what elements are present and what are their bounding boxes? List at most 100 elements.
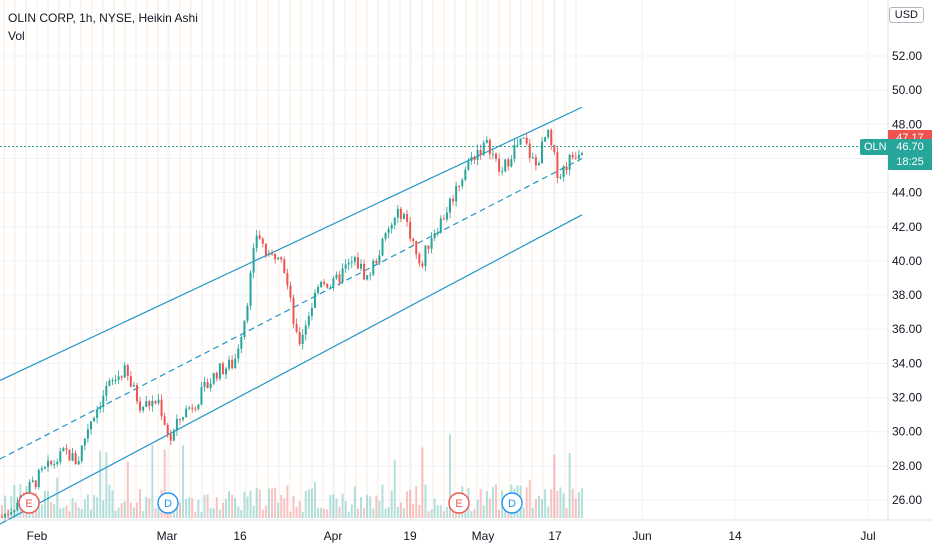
candle-body <box>280 257 283 260</box>
x-tick-label: Apr <box>324 529 343 543</box>
volume-bar <box>313 481 316 518</box>
volume-bar <box>114 510 117 518</box>
time-axis-labels: Feb Mar 16 Apr 19 May 17 Jun 14 Jul <box>27 529 876 543</box>
volume-bar <box>172 508 175 518</box>
session-vlines <box>3 0 577 520</box>
volume-bar <box>439 505 442 518</box>
candle-body <box>430 237 433 249</box>
candle-body <box>136 385 139 402</box>
candle-body <box>28 482 31 494</box>
candle-body <box>117 376 120 380</box>
candle-body <box>418 254 421 264</box>
candle-body <box>369 274 372 276</box>
volume-bar <box>206 494 209 518</box>
candle-body <box>455 185 458 202</box>
candle-body <box>541 141 544 164</box>
candle-body <box>436 232 439 234</box>
y-tick-label: 32.00 <box>892 391 922 405</box>
x-tick-label: 19 <box>403 529 417 543</box>
volume-bar <box>154 508 157 518</box>
volume-bar <box>323 509 326 518</box>
earnings-marker[interactable]: E <box>448 492 470 514</box>
volume-bar <box>436 505 439 518</box>
event-letter: D <box>164 498 172 510</box>
candle-body <box>4 513 7 518</box>
volume-bar <box>415 486 418 518</box>
candle-body <box>304 325 307 335</box>
candle-body <box>240 336 243 349</box>
dividend-marker[interactable]: D <box>157 492 179 514</box>
volume-bar <box>292 495 295 518</box>
candle-body <box>528 143 531 158</box>
channel-middle <box>0 157 583 460</box>
volume-bar <box>274 487 277 518</box>
candle-body <box>50 460 53 465</box>
candle-body <box>495 153 498 159</box>
candle-body <box>317 287 320 293</box>
candle-body <box>10 512 13 515</box>
volume-bar <box>10 496 13 518</box>
candle-body <box>421 263 424 267</box>
volume-bar <box>562 493 565 518</box>
candle-body <box>264 243 267 256</box>
candle-body <box>491 153 494 155</box>
candle-body <box>356 257 359 269</box>
candle-body <box>473 156 476 160</box>
volume-bar <box>320 507 323 518</box>
candle-body <box>292 297 295 324</box>
y-tick-label: 36.00 <box>892 322 922 336</box>
candle-body <box>224 368 227 375</box>
candle-body <box>464 169 467 180</box>
volume-bar <box>194 511 197 518</box>
volume-bar <box>68 511 71 518</box>
earnings-marker[interactable]: E <box>18 492 40 514</box>
volume-bar <box>448 434 451 518</box>
volume-bar <box>123 501 126 518</box>
candle-body <box>194 408 197 410</box>
candle-body <box>258 235 261 239</box>
volume-bar <box>77 507 80 518</box>
candle-body <box>203 382 206 388</box>
y-tick-label: 40.00 <box>892 254 922 268</box>
volume-bar <box>528 479 531 518</box>
candle-body <box>485 139 488 143</box>
candle-body <box>537 163 540 166</box>
volume-bar <box>212 508 215 518</box>
candle-body <box>16 502 19 511</box>
volume-bar <box>277 502 280 518</box>
x-tick-label: May <box>472 529 495 543</box>
volume-bar <box>556 490 559 518</box>
volume-bar <box>375 495 378 518</box>
volume-bar <box>280 494 283 518</box>
volume-bar <box>286 485 289 518</box>
volume-bar <box>409 489 412 518</box>
candle-body <box>197 404 200 410</box>
volume-bar <box>479 488 482 518</box>
candle-body <box>234 358 237 369</box>
volume-bar <box>301 511 304 518</box>
candle-body <box>80 445 83 462</box>
volume-bar <box>243 491 246 518</box>
volume-bar <box>525 487 528 518</box>
candle-body <box>295 323 298 333</box>
dividend-marker[interactable]: D <box>501 492 523 514</box>
candle-body <box>157 399 160 404</box>
volume-bar <box>495 484 498 518</box>
candle-body <box>381 238 384 256</box>
volume-bar <box>136 502 139 518</box>
volume-bar <box>338 506 341 518</box>
volume-bar <box>1 505 3 518</box>
y-tick-label: 42.00 <box>892 220 922 234</box>
volume-bar <box>541 498 544 518</box>
candle-body <box>209 383 212 389</box>
candle-body <box>442 218 445 220</box>
currency-button[interactable]: USD <box>888 7 924 23</box>
candle-body <box>378 255 381 264</box>
volume-bar <box>412 503 415 518</box>
candle-body <box>439 218 442 233</box>
x-tick-label: Jun <box>632 529 651 543</box>
candle-body <box>335 274 338 279</box>
